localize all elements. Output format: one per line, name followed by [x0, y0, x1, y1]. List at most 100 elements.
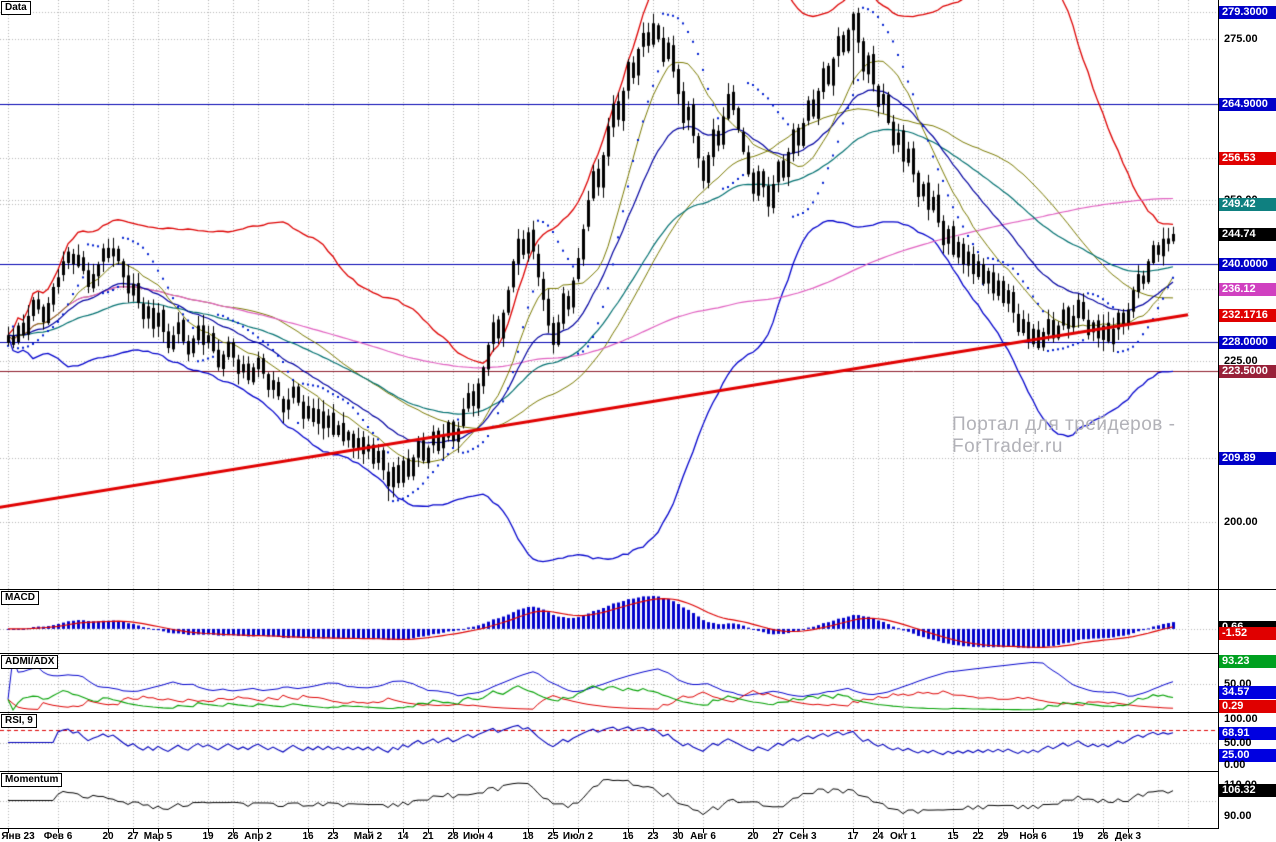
axis-value-badge: 232.1716	[1219, 309, 1276, 322]
date-tick-label: 26	[227, 831, 239, 842]
date-tick-mark	[453, 829, 454, 833]
axis-value-badge: -1.52	[1219, 627, 1276, 640]
date-tick-label: 23	[647, 831, 659, 842]
axis-value-badge: 240.0000	[1219, 258, 1276, 271]
date-tick-mark	[308, 829, 309, 833]
date-tick-label: 19	[202, 831, 214, 842]
date-tick-label: 16	[622, 831, 634, 842]
panel-label-rsi: RSI, 9	[1, 714, 37, 728]
date-tick-label: 21	[422, 831, 434, 842]
axis-value-badge: 249.42	[1219, 198, 1276, 211]
axis-value-badge: 209.89	[1219, 452, 1276, 465]
date-tick-mark	[1078, 829, 1079, 833]
axis-tick-label: 90.00	[1224, 810, 1252, 822]
axis-tick-label: 200.00	[1224, 516, 1258, 528]
date-tick-mark	[978, 829, 979, 833]
date-tick-mark	[578, 829, 579, 833]
date-tick-label: Фев 6	[43, 831, 73, 842]
axis-value-badge: 68.91	[1219, 727, 1276, 740]
panel-label-adx: ADMI/ADX	[1, 655, 59, 669]
axis-tick-label: 100.00	[1224, 713, 1258, 725]
date-tick-mark	[703, 829, 704, 833]
date-tick-label: Мар 5	[143, 831, 173, 842]
date-tick-label: 29	[997, 831, 1009, 842]
momentum-canvas[interactable]	[0, 772, 1218, 829]
axis-value-badge: 279.3000	[1219, 6, 1276, 19]
panel-label-data: Data	[1, 1, 31, 15]
date-tick-mark	[953, 829, 954, 833]
date-tick-label: 18	[522, 831, 534, 842]
adx-axis[interactable]: 93.23 50.00 34.57 0.29	[1219, 654, 1276, 713]
date-tick-label: Сен 3	[789, 831, 817, 842]
date-tick-mark	[753, 829, 754, 833]
date-tick-mark	[1003, 829, 1004, 833]
date-tick-label: 22	[972, 831, 984, 842]
date-tick-mark	[233, 829, 234, 833]
date-tick-mark	[158, 829, 159, 833]
date-tick-label: Ноя 6	[1019, 831, 1047, 842]
macd-canvas[interactable]	[0, 590, 1218, 654]
date-tick-label: 24	[872, 831, 884, 842]
axis-tick-label: 225.00	[1224, 355, 1258, 367]
date-tick-mark	[258, 829, 259, 833]
panel-label-macd: MACD	[1, 591, 39, 605]
axis-value-badge: 106.32	[1219, 784, 1276, 797]
date-tick-mark	[553, 829, 554, 833]
axis-value-badge: 264.9000	[1219, 98, 1276, 111]
date-tick-mark	[903, 829, 904, 833]
date-tick-mark	[853, 829, 854, 833]
axis-tick-label: 50.00	[1224, 737, 1252, 749]
axis-value-badge: 256.53	[1219, 152, 1276, 165]
rsi-canvas[interactable]	[0, 713, 1218, 772]
date-tick-mark	[428, 829, 429, 833]
adx-canvas[interactable]	[0, 654, 1218, 713]
date-axis[interactable]: Янв 23 Фев 6 20 27 Мар 5 19 26 Апр 2 16 23 Май 2 14…	[0, 828, 1276, 842]
date-tick-label: 30	[672, 831, 684, 842]
price-chart-canvas[interactable]	[0, 0, 1218, 589]
date-tick-mark	[878, 829, 879, 833]
date-tick-mark	[778, 829, 779, 833]
date-tick-mark	[8, 829, 9, 833]
date-tick-label: Авг 6	[690, 831, 716, 842]
date-tick-mark	[108, 829, 109, 833]
date-tick-label: 20	[102, 831, 114, 842]
axis-value-badge: 228.0000	[1219, 336, 1276, 349]
axis-value-badge: 34.57	[1219, 686, 1276, 699]
price-panel: Data 279.3000275.00264.9000256.53250.002…	[0, 0, 1276, 589]
macd-axis[interactable]: 0.66-1.52	[1219, 590, 1276, 654]
date-tick-mark	[803, 829, 804, 833]
axis-value-badge: 0.29	[1219, 700, 1276, 713]
date-tick-label: 27	[127, 831, 139, 842]
date-tick-mark	[133, 829, 134, 833]
date-tick-mark	[208, 829, 209, 833]
date-tick-label: 15	[947, 831, 959, 842]
date-tick-label: 28	[447, 831, 459, 842]
price-axis[interactable]: 279.3000275.00264.9000256.53250.00249.42…	[1219, 0, 1276, 589]
axis-separator-line	[1218, 0, 1219, 828]
axis-tick-label: 275.00	[1224, 33, 1258, 45]
date-tick-label: 14	[397, 831, 409, 842]
axis-value-badge: 25.00	[1219, 749, 1276, 762]
date-tick-label: Янв 23	[1, 831, 35, 842]
date-tick-mark	[58, 829, 59, 833]
date-tick-mark	[678, 829, 679, 833]
rsi-axis[interactable]: 100.00 68.91 50.00 25.00 0.00	[1219, 713, 1276, 772]
rsi-panel: RSI, 9 100.00 68.91 50.00 25.00 0.00	[0, 712, 1276, 772]
date-tick-mark	[628, 829, 629, 833]
date-tick-label: 17	[847, 831, 859, 842]
date-tick-label: 23	[327, 831, 339, 842]
axis-value-badge: 93.23	[1219, 655, 1276, 668]
date-tick-mark	[653, 829, 654, 833]
adx-panel: ADMI/ADX 93.23 50.00 34.57 0.29	[0, 653, 1276, 713]
date-tick-mark	[368, 829, 369, 833]
date-tick-label: 19	[1072, 831, 1084, 842]
date-tick-mark	[528, 829, 529, 833]
date-tick-mark	[478, 829, 479, 833]
watermark: Портал для трейдеров - ForTrader.ru	[952, 414, 1176, 457]
date-tick-label: 20	[747, 831, 759, 842]
axis-tick-label: 0.00	[1224, 759, 1246, 771]
date-tick-label: Апр 2	[244, 831, 272, 842]
